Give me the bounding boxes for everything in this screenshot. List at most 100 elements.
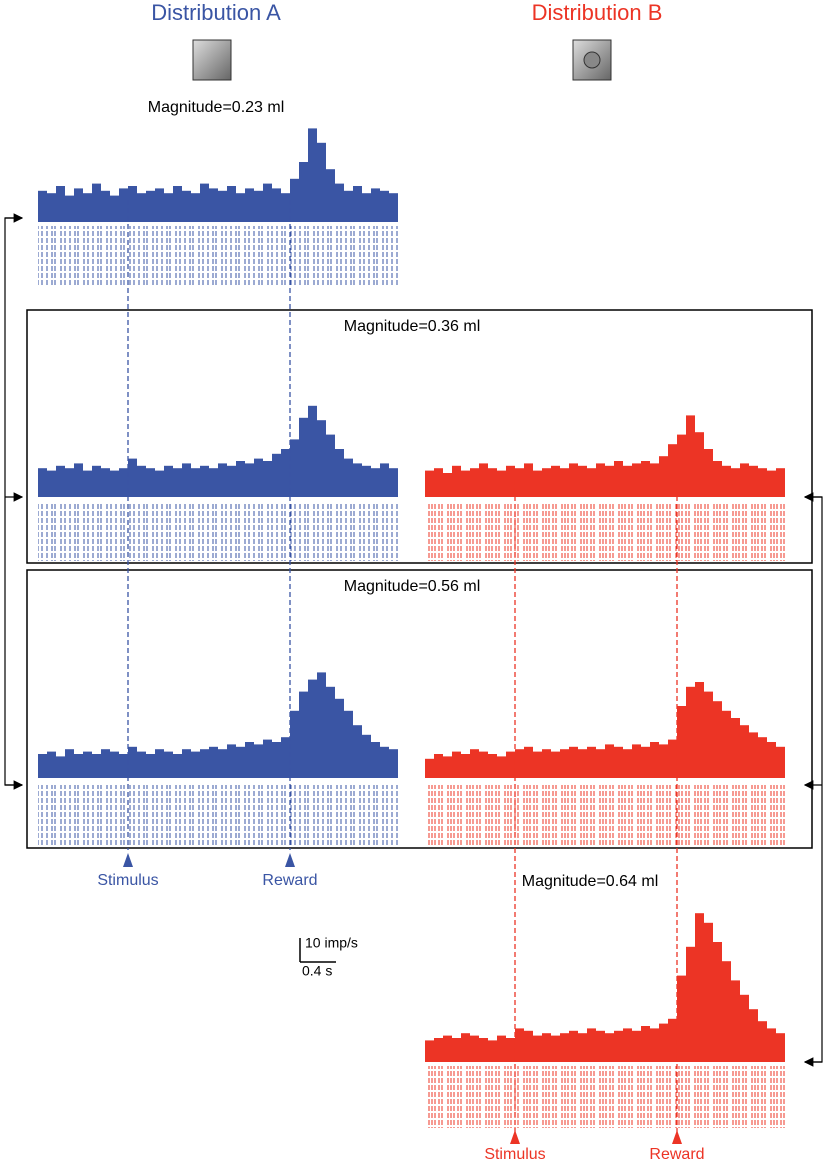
histogram-bar: [362, 734, 371, 778]
histogram-bar: [515, 749, 524, 778]
histogram-bar: [182, 749, 191, 778]
histogram-bar: [155, 470, 164, 497]
histogram-bar: [110, 470, 119, 497]
histogram-bar: [668, 444, 677, 497]
histogram-bar: [506, 1038, 515, 1062]
histogram-bar: [596, 749, 605, 778]
histogram-bar: [677, 975, 686, 1062]
icon-b-detail: [583, 51, 601, 69]
histogram-bar: [623, 1028, 632, 1062]
histogram-bar: [119, 188, 128, 222]
histogram-bar: [650, 463, 659, 497]
histogram-bar: [218, 749, 227, 778]
histogram-bar: [281, 193, 290, 222]
histogram-bar: [560, 1033, 569, 1062]
magnitude-label: Magnitude=0.64 ml: [522, 873, 659, 890]
histogram-bar: [434, 754, 443, 778]
histogram-bar: [461, 470, 470, 497]
histogram-bar: [488, 1040, 497, 1062]
histogram-bar: [335, 698, 344, 778]
histogram-bar: [650, 742, 659, 778]
histogram-bar: [164, 751, 173, 778]
histogram-bar: [380, 463, 389, 497]
event-label: Reward: [649, 1146, 704, 1162]
histogram-bar: [704, 922, 713, 1062]
histogram-bar: [38, 754, 47, 778]
histogram-bar: [335, 183, 344, 222]
histogram-bar: [425, 758, 434, 778]
histogram-bar: [65, 749, 74, 778]
histogram-bar: [119, 754, 128, 778]
histogram-bar: [389, 749, 398, 778]
histogram-bar: [101, 190, 110, 222]
histogram-bar: [83, 751, 92, 778]
histogram-bar: [740, 725, 749, 778]
raster: [38, 503, 398, 561]
histogram-bar: [578, 1033, 587, 1062]
histogram-bar: [128, 186, 137, 222]
histogram-bar: [353, 186, 362, 222]
histogram-bar: [488, 468, 497, 497]
histogram-bar: [452, 751, 461, 778]
histogram-bar: [101, 749, 110, 778]
histogram-bar: [308, 679, 317, 778]
histogram-bar: [506, 751, 515, 778]
histogram-bar: [479, 463, 488, 497]
histogram-bar: [236, 193, 245, 222]
histogram-bar: [155, 749, 164, 778]
histogram-bar: [434, 1038, 443, 1062]
histogram-bar: [47, 751, 56, 778]
histogram-bar: [641, 461, 650, 497]
histogram-bar: [758, 468, 767, 497]
histogram-bar: [731, 718, 740, 778]
histogram-bar: [596, 463, 605, 497]
histogram-bar: [542, 749, 551, 778]
histogram-bar: [371, 742, 380, 778]
histogram-bar: [128, 746, 137, 778]
histogram-bar: [38, 468, 47, 497]
histogram-bar: [389, 468, 398, 497]
histogram-bar: [380, 190, 389, 222]
histogram-bar: [38, 190, 47, 222]
histogram-bar: [452, 465, 461, 497]
histogram-bar: [749, 465, 758, 497]
histogram-bar: [713, 461, 722, 497]
histogram-bar: [542, 1033, 551, 1062]
histogram-bar: [551, 465, 560, 497]
magnitude-label: Magnitude=0.56 ml: [344, 578, 481, 595]
histogram-bar: [488, 754, 497, 778]
histogram-bar: [317, 672, 326, 778]
histogram-bar: [515, 1028, 524, 1062]
histogram-bar: [110, 195, 119, 222]
histogram-bar: [695, 913, 704, 1062]
histogram-bar: [344, 710, 353, 778]
histogram-bar: [731, 980, 740, 1062]
histogram-bar: [254, 190, 263, 222]
histogram-bar: [209, 746, 218, 778]
histogram-bar: [182, 463, 191, 497]
histogram-bar: [524, 746, 533, 778]
histogram-bar: [335, 449, 344, 497]
histogram-bar: [722, 961, 731, 1062]
event-marker: [285, 853, 295, 867]
histogram-bar: [209, 188, 218, 222]
histogram-bar: [767, 1028, 776, 1062]
histogram-bar: [191, 468, 200, 497]
histogram-bar: [263, 739, 272, 778]
histogram-bar: [56, 186, 65, 222]
histogram-bar: [506, 465, 515, 497]
histogram-bar: [434, 468, 443, 497]
histogram-bar: [263, 183, 272, 222]
histogram-bar: [749, 732, 758, 778]
histogram-bar: [353, 463, 362, 497]
histogram-bar: [137, 193, 146, 222]
scale-bar-label: 0.4 s: [302, 963, 332, 979]
histogram-bar: [227, 744, 236, 778]
histogram-bar: [218, 190, 227, 222]
histogram-bar: [533, 1035, 542, 1062]
histogram-bar: [461, 1033, 470, 1062]
histogram-bar: [146, 190, 155, 222]
histogram-bar: [128, 458, 137, 497]
histogram-bar: [83, 193, 92, 222]
histogram-bar: [200, 465, 209, 497]
